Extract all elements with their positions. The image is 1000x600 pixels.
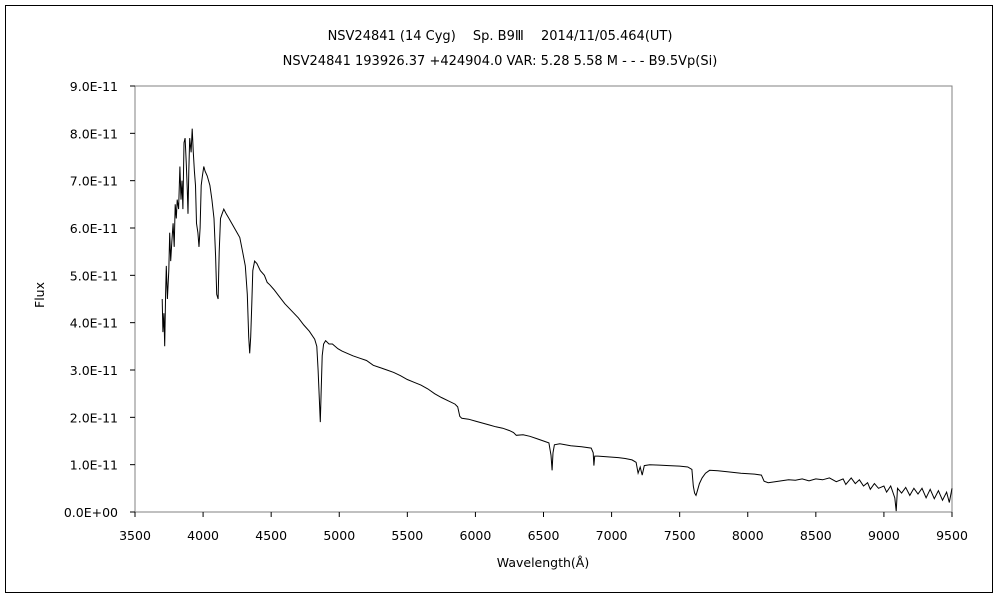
y-tick-label: 7.0E-11 bbox=[70, 174, 118, 189]
x-tick-label: 8500 bbox=[800, 528, 832, 543]
y-tick-label: 5.0E-11 bbox=[70, 268, 118, 283]
y-tick-label: 0.0E+00 bbox=[64, 505, 118, 520]
x-tick-label: 5000 bbox=[323, 528, 355, 543]
spectrum-line bbox=[161, 128, 953, 512]
chart-subtitle: NSV24841 193926.37 +424904.0 VAR: 5.28 5… bbox=[282, 54, 718, 69]
x-tick-label: 5500 bbox=[391, 528, 423, 543]
y-axis-label: Flux bbox=[32, 282, 47, 308]
chart-title: NSV24841 (14 Cyg) Sp. B9Ⅲ 2014/11/05.464… bbox=[327, 29, 673, 44]
x-tick-label: 3500 bbox=[119, 528, 151, 543]
x-tick-label: 6000 bbox=[460, 528, 492, 543]
y-tick-label: 2.0E-11 bbox=[70, 410, 118, 425]
y-tick-label: 8.0E-11 bbox=[70, 126, 118, 141]
x-tick-label: 9500 bbox=[936, 528, 968, 543]
figure-border bbox=[5, 5, 993, 593]
x-tick-label: 4500 bbox=[255, 528, 287, 543]
x-tick-label: 6500 bbox=[528, 528, 560, 543]
y-tick-label: 1.0E-11 bbox=[70, 458, 118, 473]
x-tick-label: 7500 bbox=[664, 528, 696, 543]
y-tick-label: 4.0E-11 bbox=[70, 316, 118, 331]
x-tick-label: 8000 bbox=[732, 528, 764, 543]
y-tick-label: 9.0E-11 bbox=[70, 79, 118, 94]
y-tick-label: 6.0E-11 bbox=[70, 221, 118, 236]
y-tick-label: 3.0E-11 bbox=[70, 363, 118, 378]
x-axis-label: Wavelength(Å) bbox=[497, 555, 589, 570]
x-tick-label: 9000 bbox=[868, 528, 900, 543]
x-tick-label: 7000 bbox=[596, 528, 628, 543]
x-tick-label: 4000 bbox=[187, 528, 219, 543]
plot-area bbox=[134, 85, 953, 513]
